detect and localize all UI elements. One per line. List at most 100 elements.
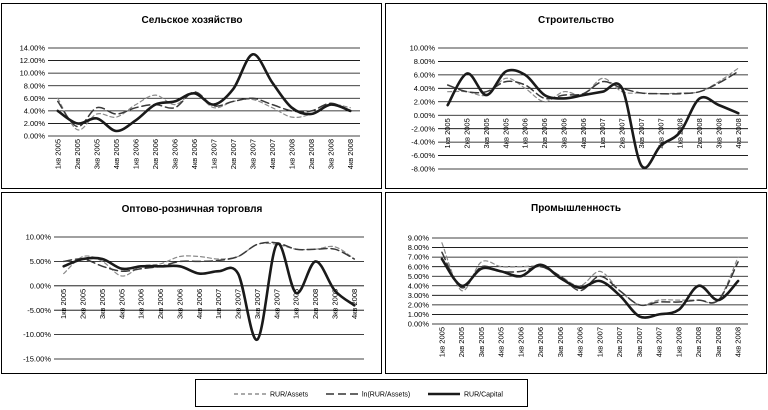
x-tick-label: 2кв 2008 [311,289,320,319]
y-tick-label: 5.00% [408,272,430,281]
x-tick-label: 3кв 2006 [175,289,184,319]
x-tick-label: 1кв 2008 [287,139,296,169]
x-tick-label: 1кв 2007 [598,118,607,148]
x-tick-label: 4кв 2007 [656,118,665,148]
x-tick-label: 3кв 2008 [714,327,723,357]
x-tick-label: 1кв 2006 [137,289,146,319]
chart-title: Сельское хозяйство [142,15,243,26]
legend-label-ln-assets: ln(RUR/Assets) [362,392,410,399]
series-line-capital [56,53,352,133]
x-tick-label: 3кв 2007 [637,118,646,148]
x-tick-label: 3кв 2005 [482,118,491,148]
chart-panel-agriculture: Сельское хозяйство 14.00% 12.00% 10.00% 8.00… [1,3,382,189]
y-tick-label: 6.00% [408,262,430,271]
y-tick-label: -15.00% [23,355,51,364]
y-tick-label: 10.00% [20,69,46,78]
x-tick-label: 4кв 2008 [346,139,355,169]
x-tick-label: 2кв 2005 [457,327,466,357]
x-tick-label: 1кв 2007 [209,139,218,169]
y-tick-label: -8.00% [411,165,435,174]
x-tick-label: 1кв 2005 [59,289,68,319]
chart-legend: RUR/Assets ln(RUR/Assets) RUR/Capital [195,379,528,407]
y-tick-label: -2.00% [411,124,435,133]
series-line-capital [446,68,740,170]
chart-svg: Оптово-розничная торговля 10.00% 5.00% 0.00… [23,204,364,364]
y-tick-label: 0.00% [24,132,46,141]
chart-svg: Сельское хозяйство 14.00% 12.00% 10.00% 8.00… [20,15,360,169]
legend-svg: RUR/Assets ln(RUR/Assets) RUR/Capital [234,392,503,399]
x-tick-label: 2кв 2005 [79,289,88,319]
x-tick-label: 1кв 2007 [595,327,604,357]
chart-svg: Промышленность9.00%8.00%7.00%6.00%5.00%4… [408,203,748,357]
y-tick-label: -10.00% [23,330,51,339]
y-tick-label: -4.00% [411,138,435,147]
x-tick-label: 2кв 2007 [615,327,624,357]
x-tick-label: 4кв 2005 [497,327,506,357]
x-tick-label: 1кв 2008 [292,289,301,319]
y-tick-label: 10.00% [26,233,52,242]
x-tick-label: 1кв 2006 [521,118,530,148]
x-tick-label: 2кв 2006 [540,118,549,148]
legend-label-capital: RUR/Capital [464,392,503,399]
x-tick-label: 2кв 2007 [234,289,243,319]
x-tick-label: 2кв 2006 [536,327,545,357]
y-tick-label: 9.00% [408,234,430,243]
series-line-assets [441,242,739,306]
y-tick-label: 7.00% [408,253,430,262]
x-tick-label: 1кв 2008 [674,327,683,357]
x-tick-label: 4кв 2006 [579,118,588,148]
x-tick-label: 3кв 2006 [559,118,568,148]
x-tick-label: 4кв 2007 [272,289,281,319]
y-tick-label: 0.00% [408,320,430,329]
x-tick-label: 4кв 2008 [734,118,743,148]
chart-panel-trade: Оптово-розничная торговля 10.00% 5.00% 0.00… [1,192,382,374]
x-tick-label: 4кв 2005 [501,118,510,148]
x-tick-label: 4кв 2006 [576,327,585,357]
x-tick-label: 3кв 2007 [253,289,262,319]
y-tick-label: 8.00% [408,243,430,252]
y-tick-label: 12.00% [20,56,46,65]
x-tick-label: 3кв 2007 [248,139,257,169]
series-line-capital [440,257,740,319]
y-tick-label: 4.00% [408,281,430,290]
x-tick-label: 3кв 2006 [170,139,179,169]
y-tick-label: 10.00% [410,44,436,53]
y-tick-label: 4.00% [414,84,436,93]
chart-panel-industry: Промышленность 9.00% 8.00% 7.00% 6.00% 5.00% 4… [385,192,767,374]
x-tick-label: 3кв 2005 [477,327,486,357]
y-tick-label: 8.00% [414,57,436,66]
x-tick-label: 1кв 2006 [131,139,140,169]
x-tick-label: 2кв 2007 [229,139,238,169]
chart-title: Оптово-розничная торговля [122,204,263,215]
x-tick-label: 3кв 2005 [92,139,101,169]
x-tick-label: 1кв 2007 [214,289,223,319]
y-tick-label: 3.00% [408,291,430,300]
series-line-ln-assets [62,241,356,272]
chart-title: Промышленность [531,203,621,214]
chart-title: Строительство [538,15,614,26]
series-line-ln-assets [446,70,740,100]
y-tick-label: 6.00% [24,94,46,103]
x-tick-label: 1кв 2005 [53,139,62,169]
x-tick-label: 4кв 2005 [112,139,121,169]
y-tick-label: 0.00% [414,111,436,120]
x-tick-label: 2кв 2005 [73,139,82,169]
x-tick-label: 4кв 2006 [190,139,199,169]
x-tick-label: 1кв 2005 [437,327,446,357]
x-tick-label: 4кв 2007 [268,139,277,169]
series-line-capital [62,242,356,341]
y-tick-label: -6.00% [411,151,435,160]
x-tick-label: 1кв 2005 [443,118,452,148]
x-tick-label: 4кв 2006 [195,289,204,319]
chart-panel-construction: Строительство 10.00% 8.00% 6.00% 4.00% 2.00% 0… [385,3,767,189]
x-tick-label: 2кв 2007 [618,118,627,148]
x-tick-label: 2кв 2005 [463,118,472,148]
x-tick-label: 2кв 2008 [694,327,703,357]
x-tick-label: 3кв 2006 [556,327,565,357]
x-tick-label: 3кв 2008 [326,139,335,169]
y-tick-label: 14.00% [20,44,46,53]
x-tick-label: 2кв 2008 [307,139,316,169]
x-tick-label: 4кв 2008 [734,327,743,357]
y-tick-label: 1.00% [408,310,430,319]
x-tick-label: 3кв 2008 [714,118,723,148]
